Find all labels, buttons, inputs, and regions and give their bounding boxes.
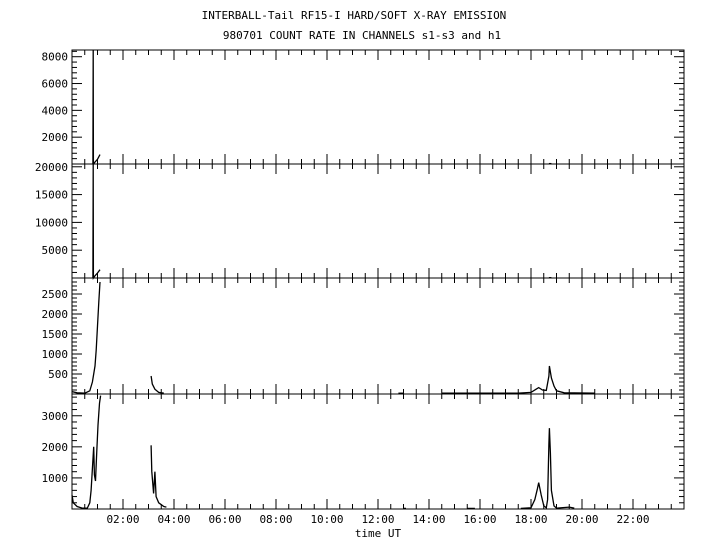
y-tick-label: 20000 (35, 161, 68, 174)
y-tick-label: 1500 (42, 328, 69, 341)
data-line (150, 375, 164, 394)
x-tick-label: 16:00 (463, 513, 496, 526)
data-line (92, 49, 101, 166)
x-tick-label: 22:00 (616, 513, 649, 526)
data-line (150, 445, 167, 508)
data-line (92, 163, 101, 280)
y-tick-label: 2000 (42, 308, 69, 321)
y-tick-label: 8000 (42, 51, 69, 64)
data-line (71, 395, 102, 509)
panel-frame (71, 49, 685, 165)
x-tick-label: 08:00 (259, 513, 292, 526)
data-line (71, 281, 101, 394)
panel-frame (71, 393, 685, 510)
x-tick-label: 04:00 (157, 513, 190, 526)
x-tick-label: 18:00 (514, 513, 547, 526)
panel-frame (71, 277, 685, 395)
y-tick-label: 2500 (42, 288, 69, 301)
y-tick-label: 5000 (42, 244, 69, 257)
x-tick-label: 14:00 (412, 513, 445, 526)
y-tick-label: 6000 (42, 78, 69, 91)
y-tick-label: 2000 (42, 131, 69, 144)
x-tick-label: 02:00 (106, 513, 139, 526)
x-tick-label: 12:00 (361, 513, 394, 526)
y-tick-label: 10000 (35, 216, 68, 229)
x-axis-label: time UT (355, 527, 402, 540)
y-tick-label: 4000 (42, 104, 69, 117)
x-tick-label: 06:00 (208, 513, 241, 526)
y-tick-label: 500 (48, 368, 68, 381)
y-tick-label: 3000 (42, 410, 69, 423)
panel-frame (71, 163, 685, 279)
data-line (520, 428, 575, 510)
chart-title: INTERBALL-Tail RF15-I HARD/SOFT X-RAY EM… (202, 9, 507, 22)
data-line (441, 365, 595, 394)
chart-subtitle: 980701 COUNT RATE IN CHANNELS s1-s3 and … (223, 29, 501, 42)
y-tick-label: 1000 (42, 348, 69, 361)
y-tick-label: 15000 (35, 189, 68, 202)
x-tick-label: 10:00 (310, 513, 343, 526)
y-tick-label: 2000 (42, 441, 69, 454)
y-tick-label: 1000 (42, 472, 69, 485)
x-tick-label: 20:00 (565, 513, 598, 526)
